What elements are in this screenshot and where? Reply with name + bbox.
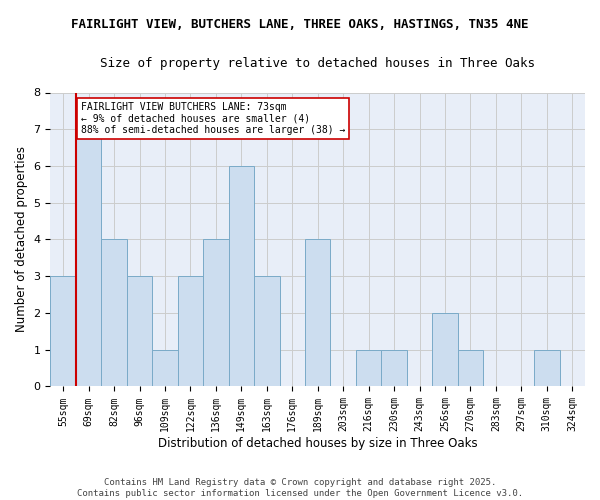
- Title: Size of property relative to detached houses in Three Oaks: Size of property relative to detached ho…: [100, 58, 535, 70]
- Text: Contains HM Land Registry data © Crown copyright and database right 2025.
Contai: Contains HM Land Registry data © Crown c…: [77, 478, 523, 498]
- Bar: [229, 166, 254, 386]
- Text: FAIRLIGHT VIEW BUTCHERS LANE: 73sqm
← 9% of detached houses are smaller (4)
88% : FAIRLIGHT VIEW BUTCHERS LANE: 73sqm ← 9%…: [81, 102, 346, 135]
- Bar: [382, 350, 407, 387]
- Text: FAIRLIGHT VIEW, BUTCHERS LANE, THREE OAKS, HASTINGS, TN35 4NE: FAIRLIGHT VIEW, BUTCHERS LANE, THREE OAK…: [71, 18, 529, 30]
- Bar: [432, 313, 458, 386]
- Bar: [50, 276, 76, 386]
- Bar: [203, 240, 229, 386]
- Bar: [305, 240, 331, 386]
- Bar: [178, 276, 203, 386]
- Bar: [458, 350, 483, 387]
- Bar: [127, 276, 152, 386]
- Y-axis label: Number of detached properties: Number of detached properties: [15, 146, 28, 332]
- Bar: [534, 350, 560, 387]
- Bar: [76, 129, 101, 386]
- Bar: [356, 350, 382, 387]
- Bar: [152, 350, 178, 387]
- X-axis label: Distribution of detached houses by size in Three Oaks: Distribution of detached houses by size …: [158, 437, 478, 450]
- Bar: [101, 240, 127, 386]
- Bar: [254, 276, 280, 386]
